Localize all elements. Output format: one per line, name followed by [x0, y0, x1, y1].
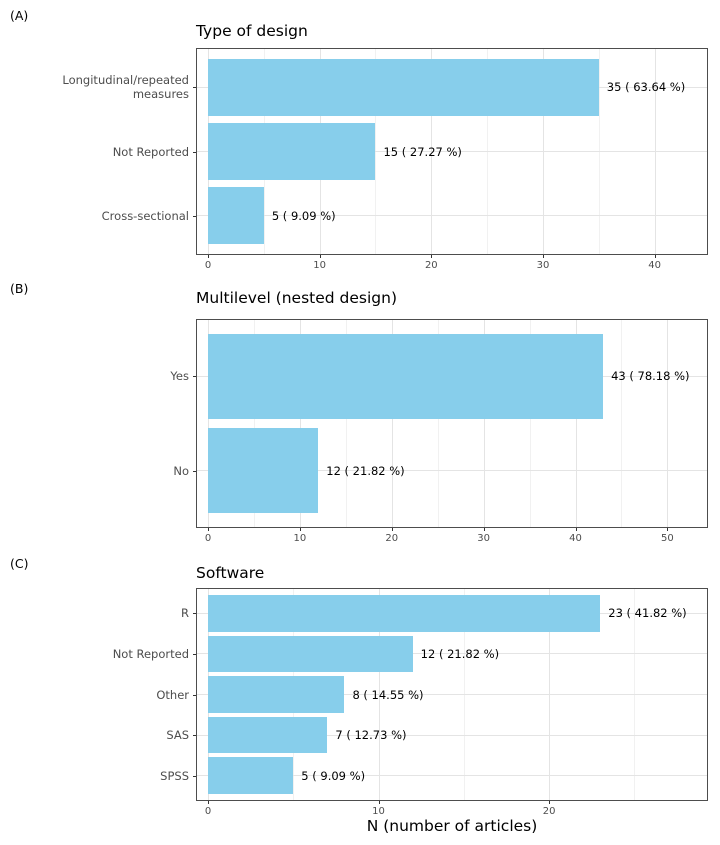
panel-a-title: Type of design — [196, 22, 308, 40]
bar — [208, 716, 328, 754]
category-label: R — [181, 606, 189, 621]
x-tick-label: 0 — [204, 533, 212, 544]
bar — [208, 122, 376, 181]
gridline-minor — [621, 320, 623, 527]
bar — [208, 334, 604, 419]
gridline-minor — [437, 320, 439, 527]
bar — [208, 58, 599, 117]
x-tick-label: 10 — [313, 260, 327, 271]
x-tick-mark — [299, 528, 301, 531]
gridline-major — [197, 734, 707, 736]
y-tick-mark — [193, 470, 196, 472]
y-tick-mark — [193, 735, 196, 737]
gridline-major — [575, 320, 577, 527]
y-tick-mark — [193, 613, 196, 615]
gridline-minor — [529, 320, 531, 527]
y-tick-mark — [193, 151, 196, 153]
bar — [208, 428, 319, 513]
x-tick-label: 0 — [204, 806, 212, 817]
y-tick-mark — [193, 694, 196, 696]
x-tick-label: 20 — [385, 533, 399, 544]
gridline-major — [208, 320, 209, 527]
bar-value-label: 15 ( 27.27 %) — [383, 144, 462, 159]
y-tick-mark — [193, 87, 196, 89]
x-tick-mark — [208, 255, 209, 258]
bar-value-label: 43 ( 78.18 %) — [611, 369, 690, 384]
x-tick-label: 50 — [661, 533, 674, 544]
bar-value-label: 5 ( 9.09 %) — [301, 768, 366, 783]
gridline-minor — [345, 320, 347, 527]
bar-value-label: 7 ( 12.73 %) — [335, 728, 407, 743]
category-label: Other — [156, 687, 189, 702]
x-tick-label: 30 — [536, 260, 550, 271]
panel-c-title: Software — [196, 564, 265, 582]
bar — [208, 757, 294, 794]
x-tick-mark — [391, 528, 393, 531]
y-tick-mark — [193, 376, 196, 378]
bar-value-label: 8 ( 14.55 %) — [352, 687, 424, 702]
gridline-major — [197, 151, 707, 152]
panel-a-plot — [196, 48, 708, 255]
category-label: Not Reported — [112, 144, 189, 159]
gridline-major — [197, 653, 707, 655]
x-tick-mark — [431, 255, 433, 258]
bar-value-label: 35 ( 63.64 %) — [606, 80, 686, 95]
gridline-major — [197, 694, 707, 695]
x-tick-mark — [319, 255, 321, 258]
x-tick-label: 20 — [542, 806, 556, 817]
gridline-major — [299, 320, 301, 527]
x-tick-mark — [483, 528, 485, 531]
gridline-major — [483, 320, 485, 527]
panel-c-tag: (C) — [10, 556, 29, 571]
bar-value-label: 12 ( 21.82 %) — [326, 463, 405, 478]
bar — [208, 186, 264, 245]
y-tick-mark — [193, 653, 196, 655]
bar-value-label: 12 ( 21.82 %) — [420, 646, 500, 661]
panel-b-tag: (B) — [10, 281, 29, 296]
category-label: Not Reported — [112, 646, 189, 661]
gridline-minor — [253, 320, 255, 527]
gridline-major — [197, 470, 707, 472]
category-label: SPSS — [160, 768, 189, 783]
y-tick-mark — [193, 775, 196, 777]
bar — [208, 595, 601, 632]
x-axis-label: N (number of articles) — [366, 817, 538, 835]
category-label: No — [173, 463, 189, 478]
x-tick-mark — [208, 528, 209, 531]
bar-value-label: 23 ( 41.82 %) — [608, 606, 687, 621]
x-tick-label: 40 — [648, 260, 661, 271]
x-tick-mark — [542, 255, 544, 258]
panel-a-tag: (A) — [10, 8, 29, 23]
category-label: Yes — [170, 369, 189, 384]
category-label: Cross-sectional — [101, 208, 189, 223]
y-tick-mark — [193, 215, 196, 217]
x-tick-label: 10 — [372, 806, 385, 817]
category-label: SAS — [166, 728, 189, 743]
category-label: Longitudinal/repeated measures — [62, 73, 189, 102]
panel-c-plot — [196, 588, 708, 801]
gridline-major — [667, 320, 669, 527]
bar-value-label: 5 ( 9.09 %) — [271, 208, 336, 223]
x-tick-mark — [654, 255, 656, 258]
panel-b-plot — [196, 319, 708, 528]
panel-b-title: Multilevel (nested design) — [196, 289, 398, 307]
gridline-major — [391, 320, 393, 527]
gridline-major — [197, 215, 707, 217]
x-tick-label: 40 — [569, 533, 582, 544]
x-tick-mark — [575, 528, 577, 531]
x-tick-mark — [667, 528, 669, 531]
bar — [208, 676, 345, 713]
x-tick-mark — [378, 801, 380, 804]
x-tick-label: 0 — [204, 260, 212, 271]
x-tick-label: 30 — [477, 533, 491, 544]
x-tick-mark — [549, 801, 551, 804]
x-tick-label: 20 — [424, 260, 438, 271]
bar — [208, 635, 413, 673]
x-tick-label: 10 — [293, 533, 307, 544]
gridline-major — [197, 775, 707, 777]
x-tick-mark — [208, 801, 209, 804]
